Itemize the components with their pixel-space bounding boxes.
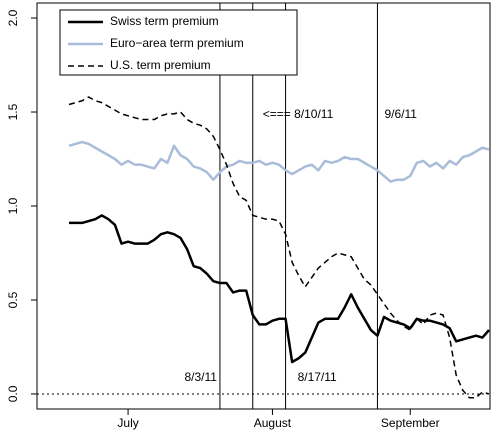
event-label: 8/3/11 bbox=[184, 370, 217, 384]
y-tick-label: 2.0 bbox=[6, 9, 20, 26]
legend-label: U.S. term premium bbox=[110, 58, 211, 72]
x-tick-label: September bbox=[381, 416, 440, 430]
event-label: 8/17/11 bbox=[298, 370, 337, 384]
y-tick-label: 0.5 bbox=[6, 291, 20, 308]
legend-box bbox=[59, 9, 298, 76]
x-tick-label: August bbox=[254, 416, 292, 430]
series-line bbox=[68, 140, 490, 183]
series-line bbox=[69, 214, 490, 364]
x-tick-label: July bbox=[117, 416, 138, 430]
event-label: 9/6/11 bbox=[384, 107, 417, 121]
legend-label: Euro−area term premium bbox=[110, 36, 244, 50]
series-line bbox=[68, 96, 490, 399]
y-tick-label: 1.5 bbox=[6, 103, 20, 120]
event-label: <=== 8/10/11 bbox=[263, 107, 334, 121]
y-tick-label: 1.0 bbox=[6, 197, 20, 214]
legend-label: Swiss term premium bbox=[110, 14, 219, 28]
y-tick-label: 0.0 bbox=[6, 385, 20, 402]
